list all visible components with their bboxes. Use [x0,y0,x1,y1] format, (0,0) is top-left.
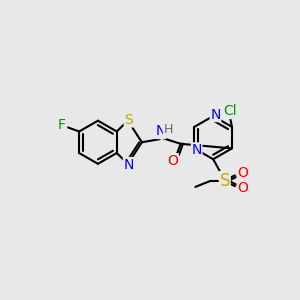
Text: S: S [124,113,133,127]
Text: F: F [58,118,66,132]
Text: N: N [124,158,134,172]
Text: N: N [210,107,221,122]
Text: H: H [164,123,173,136]
Text: Cl: Cl [224,104,237,118]
Text: N: N [191,143,202,157]
Text: O: O [237,166,248,180]
Text: O: O [237,182,248,196]
Text: O: O [167,154,178,168]
Text: S: S [220,172,230,190]
Text: N: N [155,124,166,139]
